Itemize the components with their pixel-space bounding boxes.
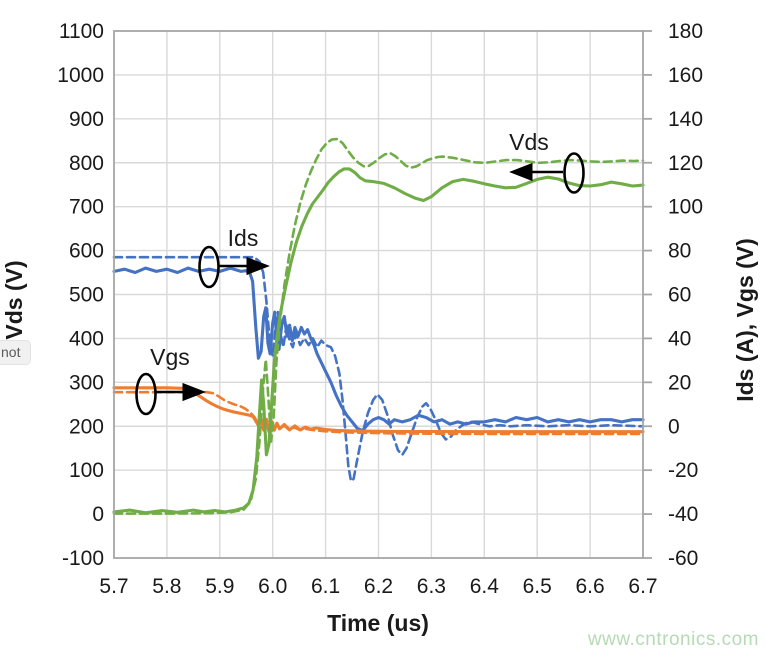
watermark: www.cntronics.com [587,629,759,650]
y-right-tick-label: 160 [668,64,703,87]
y-left-tick-label: 0 [92,503,104,526]
y-right-tick-label: 180 [668,20,703,43]
y-right-tick-label: 60 [668,284,691,307]
y-left-tick-label: 400 [69,327,104,350]
y-left-tick-label: 200 [69,415,104,438]
tick-layer [643,30,652,559]
y-left-tick-label: 1000 [57,64,104,87]
y-right-tick-label: -20 [668,459,698,482]
x-tick-label: 6.4 [470,575,500,598]
y-right-tick-label: 120 [668,152,703,175]
x-tick-label: 6.0 [258,575,287,598]
y-left-tick-label: 600 [69,240,104,263]
annotation-ellipse-ids [198,245,220,289]
grid-layer [114,31,643,558]
x-tick-label: 5.7 [99,575,128,598]
x-tick-label: 6.7 [628,575,657,598]
y-left-tick-label: 900 [69,108,104,131]
y-right-tick-label: 100 [668,196,703,219]
x-axis-title: Time (us) [327,610,429,636]
x-tick-label: 6.1 [311,575,340,598]
series-vds-solid [112,167,645,515]
y-left-axis-title: Vds (V) [1,260,27,339]
y-left-tick-label: 800 [69,152,104,175]
y-right-tick-label: 20 [668,371,691,394]
x-tick-label: 5.9 [205,575,234,598]
y-left-tick-label: 700 [69,196,104,219]
y-right-tick-label: -60 [668,547,698,570]
annotation-label-ids: Ids [228,225,259,251]
x-tick-label: 6.2 [364,575,393,598]
annotation-ellipse-vgs [135,372,157,416]
annotation-label-vgs: Vgs [150,344,190,370]
y-right-tick-label: -40 [668,503,698,526]
y-right-tick-label: 80 [668,240,691,263]
annotation-layer: Vds Ids Vgs [135,129,585,416]
y-right-tick-label: 40 [668,327,691,350]
y-right-tick-label: 0 [668,415,680,438]
x-tick-label: 6.3 [417,575,446,598]
tooltip-text: not [1,344,21,360]
y-left-tick-label: 300 [69,371,104,394]
y-left-tick-label: 1100 [59,20,104,43]
y-right-tick-label: 140 [668,108,703,131]
annotation-ellipse-vds [563,152,585,194]
y-left-tick-label: -100 [62,547,104,570]
y-left-tick-label: 500 [69,284,104,307]
x-tick-label: 6.6 [575,575,604,598]
y-left-tick-label: 100 [69,459,104,482]
y-right-axis-title: Ids (A), Vgs (V) [732,238,758,402]
label-layer: 5.7 5.8 5.9 6.0 6.1 6.2 6.3 6.4 6.5 6.6 6.7 1100 100… [57,20,703,598]
x-tick-label: 6.5 [523,575,552,598]
x-tick-label: 5.8 [152,575,181,598]
tooltip-remnant: not [0,340,32,365]
series-vgs-solid [112,386,645,434]
annotation-label-vds: Vds [509,129,549,155]
